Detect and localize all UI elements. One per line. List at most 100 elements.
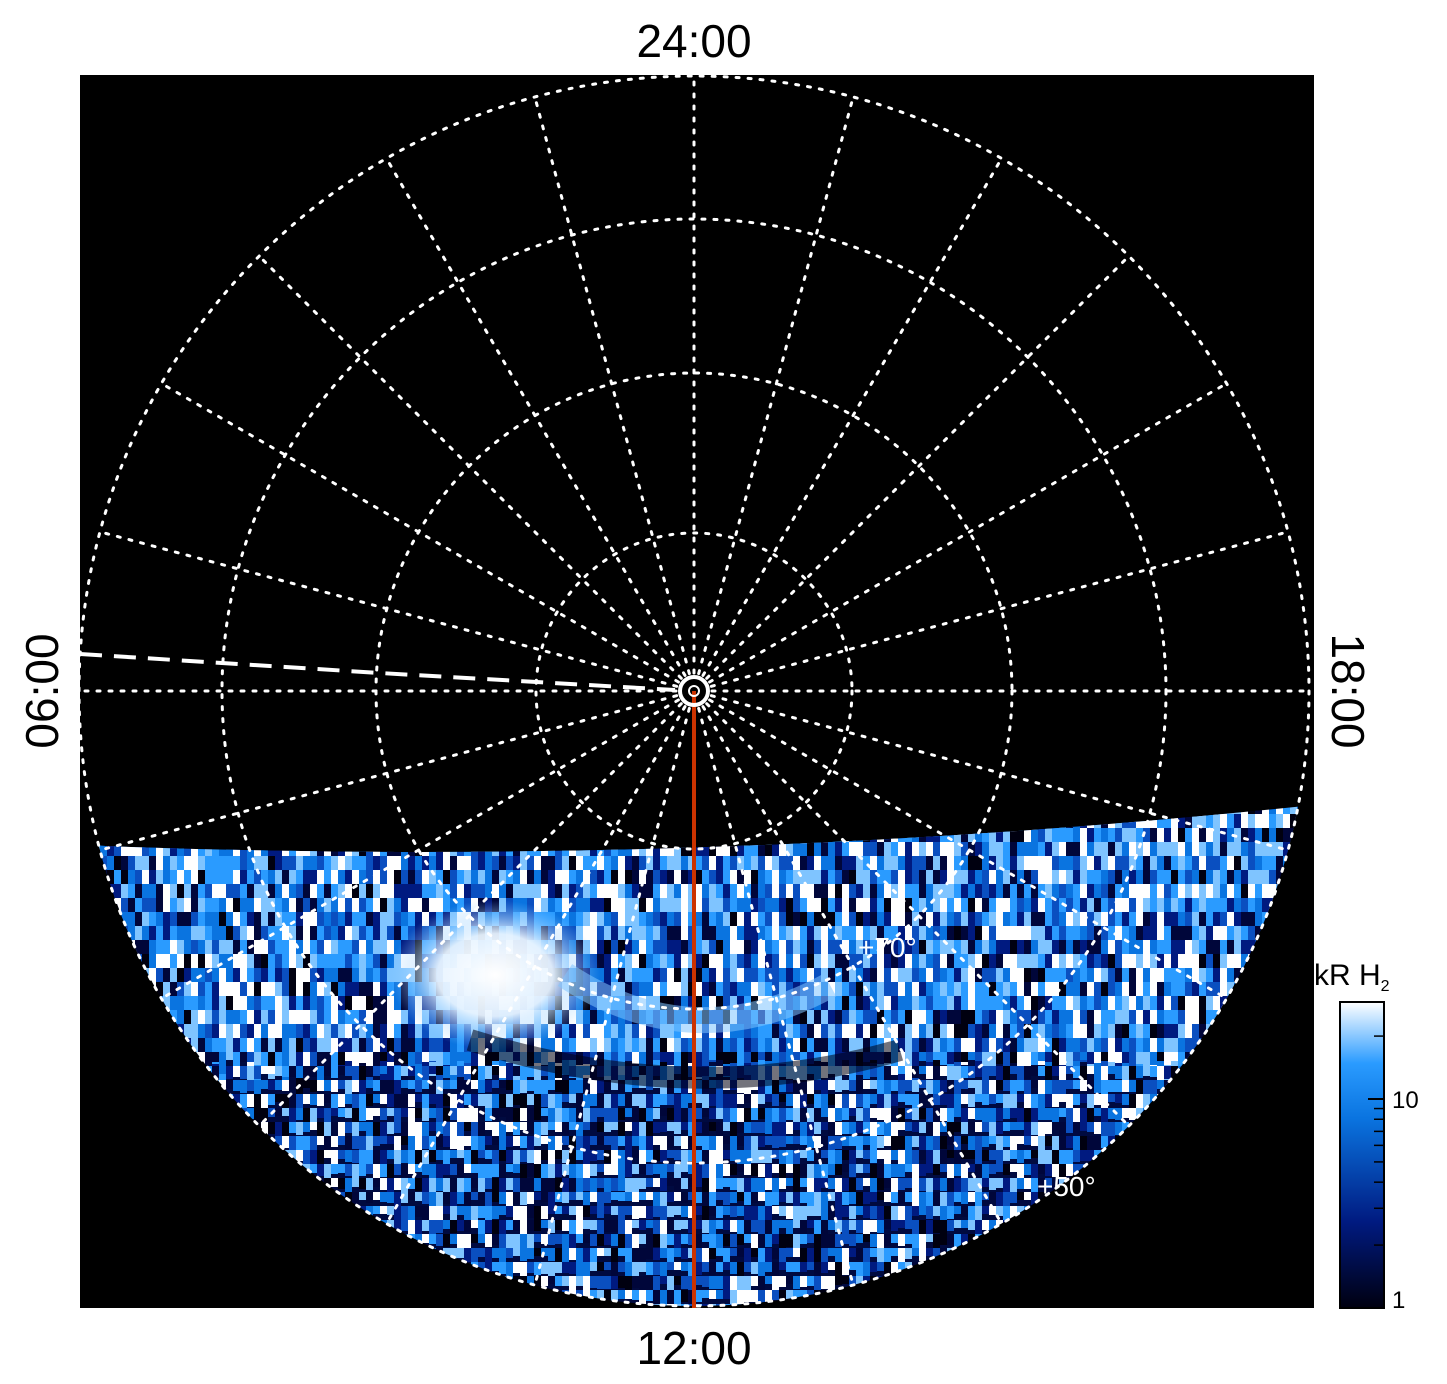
emission-pixel	[1094, 1080, 1101, 1093]
emission-pixel	[1010, 1024, 1017, 1050]
emission-pixel	[1122, 1080, 1129, 1092]
emission-pixel	[1003, 898, 1010, 916]
emission-pixel	[1136, 1066, 1143, 1078]
emission-pixel	[471, 870, 478, 893]
emission-pixel	[947, 1150, 954, 1158]
emission-pixel	[667, 912, 674, 936]
emission-pixel	[289, 1108, 296, 1123]
emission-pixel	[373, 1066, 380, 1076]
emission-pixel	[450, 1066, 457, 1075]
emission-pixel	[324, 1122, 331, 1139]
emission-pixel	[737, 940, 744, 955]
emission-pixel	[205, 1052, 212, 1064]
emission-pixel	[303, 1108, 310, 1125]
emission-pixel	[800, 1080, 807, 1093]
emission-pixel	[828, 1108, 835, 1122]
emission-pixel	[1073, 1136, 1080, 1151]
emission-pixel	[534, 1066, 541, 1083]
emission-pixel	[1045, 1108, 1052, 1120]
emission-pixel	[576, 1164, 583, 1179]
emission-pixel	[800, 1010, 807, 1036]
emission-pixel	[660, 1038, 667, 1090]
emission-pixel	[219, 842, 226, 863]
emission-pixel	[191, 968, 198, 993]
emission-pixel	[548, 1122, 555, 1130]
emission-pixel	[1199, 1024, 1206, 1046]
emission-pixel	[604, 856, 611, 870]
emission-pixel	[849, 1122, 856, 1134]
emission-pixel	[275, 1052, 282, 1066]
emission-pixel	[653, 954, 660, 968]
emission-pixel	[884, 1080, 891, 1095]
emission-pixel	[975, 1094, 982, 1102]
emission-pixel	[380, 1178, 387, 1190]
emission-pixel	[191, 996, 198, 1014]
emission-pixel	[156, 856, 163, 883]
emission-pixel	[1108, 870, 1115, 894]
emission-pixel	[282, 968, 289, 995]
emission-pixel	[954, 1150, 961, 1166]
emission-pixel	[485, 1066, 492, 1079]
emission-pixel	[331, 1108, 338, 1116]
emission-pixel	[674, 982, 681, 1007]
emission-pixel	[674, 1052, 681, 1066]
emission-pixel	[954, 1024, 961, 1050]
emission-pixel	[639, 1052, 646, 1067]
emission-pixel	[331, 1066, 338, 1078]
emission-pixel	[422, 1136, 429, 1149]
emission-pixel	[198, 912, 205, 926]
emission-pixel	[1101, 1052, 1108, 1061]
emission-pixel	[674, 1122, 681, 1134]
emission-pixel	[415, 1122, 422, 1139]
emission-pixel	[1129, 1080, 1136, 1092]
emission-pixel	[422, 1108, 429, 1121]
emission-pixel	[170, 884, 177, 905]
emission-pixel	[520, 1150, 527, 1162]
emission-pixel	[541, 1136, 548, 1144]
emission-pixel	[121, 842, 128, 867]
emission-pixel	[1171, 856, 1178, 870]
emission-pixel	[569, 1094, 576, 1103]
emission-pixel	[744, 1122, 751, 1133]
emission-pixel	[800, 968, 807, 989]
emission-pixel	[380, 1150, 387, 1165]
emission-pixel	[380, 1136, 387, 1144]
emission-pixel	[1094, 1136, 1101, 1152]
emission-pixel	[1129, 940, 1136, 958]
emission-pixel	[408, 1024, 415, 1042]
emission-pixel	[590, 1094, 597, 1106]
emission-pixel	[716, 898, 723, 918]
emission-pixel	[905, 1066, 912, 1080]
emission-pixel	[863, 1066, 870, 1079]
emission-pixel	[786, 1080, 793, 1092]
emission-pixel	[443, 856, 450, 882]
emission-pixel	[779, 1122, 786, 1138]
emission-pixel	[905, 1108, 912, 1119]
emission-pixel	[716, 1122, 723, 1139]
emission-pixel	[702, 1164, 709, 1180]
emission-pixel	[275, 1136, 282, 1150]
emission-pixel	[520, 1178, 527, 1190]
emission-pixel	[345, 1094, 352, 1104]
emission-pixel	[926, 1080, 933, 1094]
emission-pixel	[1024, 1150, 1031, 1159]
emission-pixel	[338, 1094, 345, 1107]
emission-pixel	[506, 1038, 513, 1090]
emission-pixel	[1234, 954, 1241, 970]
emission-pixel	[191, 842, 198, 857]
emission-pixel	[1178, 884, 1185, 911]
emission-pixel	[310, 1108, 317, 1125]
emission-pixel	[548, 1136, 555, 1151]
emission-pixel	[800, 1108, 807, 1125]
emission-pixel	[800, 926, 807, 946]
emission-pixel	[331, 1094, 338, 1110]
emission-pixel	[905, 1136, 912, 1152]
emission-pixel	[366, 1150, 373, 1167]
emission-pixel	[163, 940, 170, 955]
emission-pixel	[1150, 884, 1157, 898]
emission-pixel	[674, 1094, 681, 1110]
emission-pixel	[1122, 1052, 1129, 1063]
emission-pixel	[982, 1080, 989, 1095]
emission-pixel	[569, 870, 576, 890]
emission-pixel	[380, 1164, 387, 1177]
